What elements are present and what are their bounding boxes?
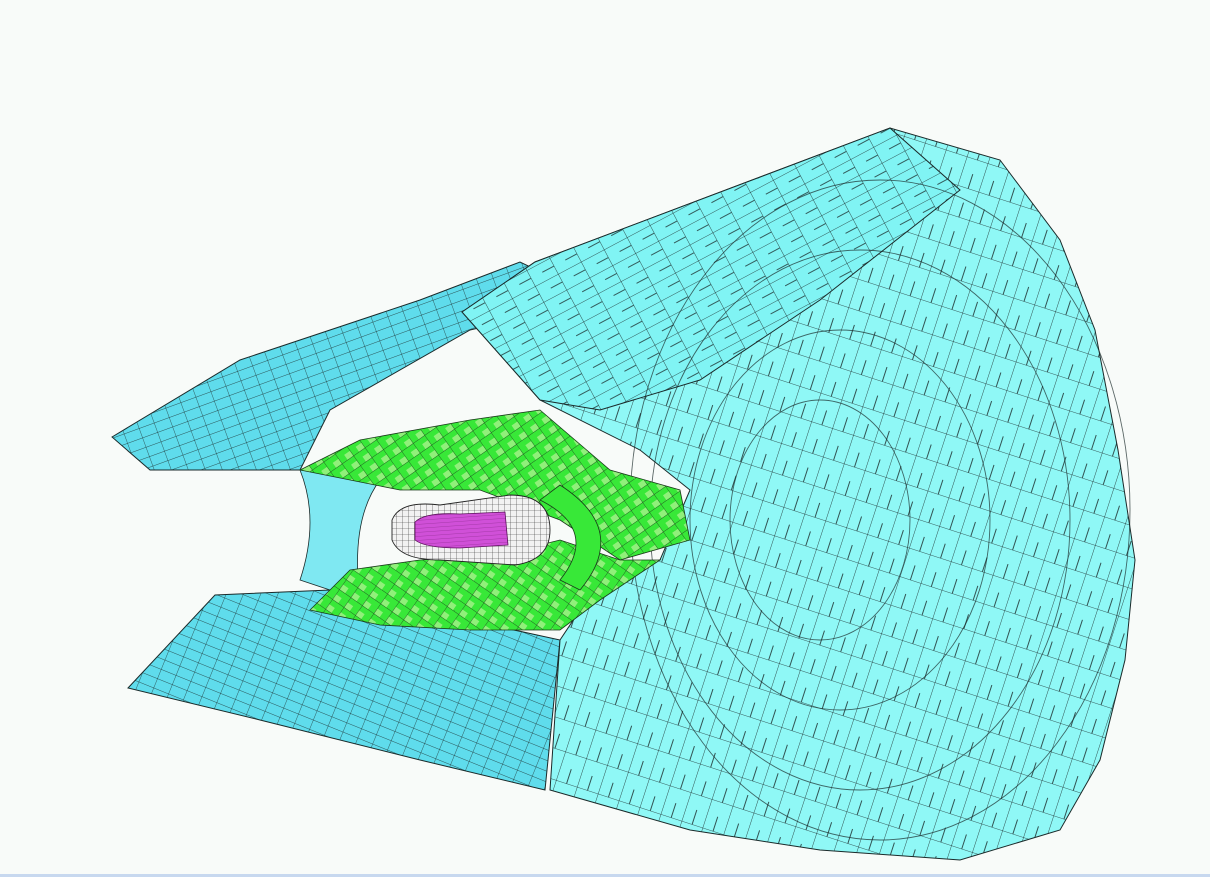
outer-barrel-lower xyxy=(127,589,561,791)
middle-layer-ring xyxy=(539,484,602,591)
core xyxy=(414,511,509,549)
viewport-bottom-edge xyxy=(0,874,1210,877)
endcap-upper-segment xyxy=(461,127,961,411)
